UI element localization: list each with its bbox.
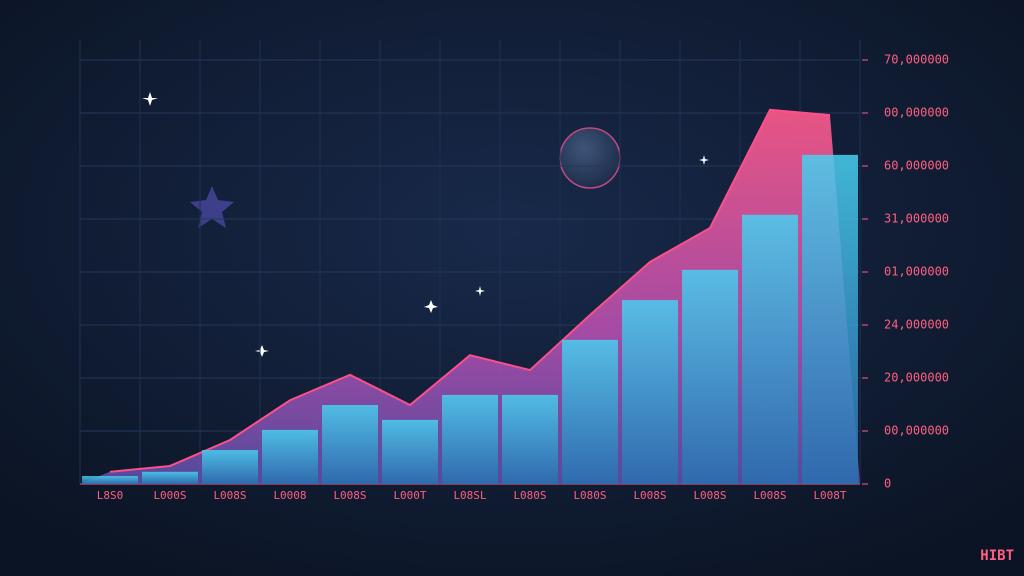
plot: [80, 108, 860, 484]
bar: [562, 339, 618, 484]
sparkle: [424, 300, 438, 313]
bar: [742, 214, 798, 484]
x-tick-label: L0008: [273, 489, 306, 502]
x-tick-label: L080S: [513, 489, 546, 502]
y-tick-label: 20,000000: [884, 371, 949, 385]
x-tick-label: L008S: [633, 489, 666, 502]
bar: [202, 450, 258, 484]
y-tick-label: 00,000000: [884, 424, 949, 438]
bar: [142, 471, 198, 484]
x-tick-label: L008T: [813, 489, 846, 502]
y-tick-label: 70,000000: [884, 53, 949, 67]
y-tick-label: 31,000000: [884, 212, 949, 226]
star-decoration: [190, 186, 234, 228]
x-tick-label: L000T: [393, 489, 426, 502]
sparkle: [475, 286, 485, 296]
sparkle: [255, 345, 269, 357]
x-tick-label: L8S0: [97, 489, 124, 502]
bar: [622, 300, 678, 484]
x-tick-label: L008S: [213, 489, 246, 502]
sparkle: [142, 92, 158, 106]
x-tick-label: L000S: [153, 489, 186, 502]
x-tick-label: L08SL: [453, 489, 486, 502]
watermark: HIBT: [980, 548, 1014, 564]
x-tick-label: L080S: [573, 489, 606, 502]
bar: [682, 269, 738, 484]
x-tick-label: L008S: [693, 489, 726, 502]
sparkle: [699, 155, 709, 165]
bar: [502, 394, 558, 484]
bar: [262, 429, 318, 484]
y-tick-label: 01,000000: [884, 265, 949, 279]
y-tick-label: 00,000000: [884, 106, 949, 120]
bar: [382, 419, 438, 484]
bar: [322, 405, 378, 484]
planet: [559, 127, 621, 189]
sparkles: [142, 92, 709, 357]
area-outline: [109, 108, 831, 473]
y-tick-label: 0: [884, 477, 891, 491]
x-tick-label: L008S: [333, 489, 366, 502]
bar: [442, 394, 498, 484]
bar: [802, 154, 858, 484]
y-tick-label: 60,000000: [884, 159, 949, 173]
bar: [82, 476, 138, 484]
x-tick-label: L008S: [753, 489, 786, 502]
y-tick-label: 24,000000: [884, 318, 949, 332]
